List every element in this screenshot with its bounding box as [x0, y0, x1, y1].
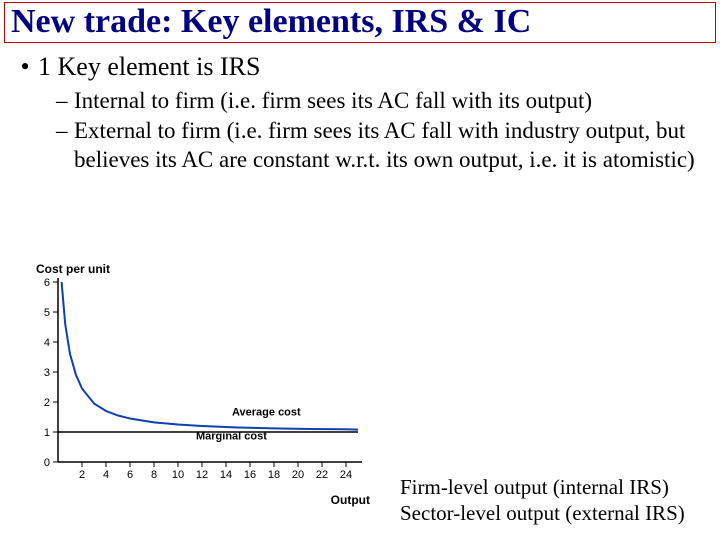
- chart-svg: 012345624681012141618202224Marginal cost…: [20, 264, 380, 492]
- content-area: • 1 Key element is IRS – Internal to fir…: [0, 43, 720, 174]
- bullet-item: • 1 Key element is IRS: [12, 51, 708, 82]
- svg-text:0: 0: [44, 457, 50, 469]
- svg-text:14: 14: [220, 469, 232, 481]
- chart-xlabel: Output: [331, 493, 370, 507]
- annotation-line-2: Sector-level output (external IRS): [400, 500, 685, 526]
- sub-item: – Internal to firm (i.e. firm sees its A…: [56, 87, 708, 116]
- chart-annotation: Firm-level output (internal IRS) Sector-…: [400, 474, 685, 527]
- svg-text:Marginal cost: Marginal cost: [196, 431, 267, 443]
- bullet-text: 1 Key element is IRS: [38, 51, 260, 82]
- svg-text:6: 6: [127, 469, 133, 481]
- svg-text:18: 18: [268, 469, 280, 481]
- svg-text:12: 12: [196, 469, 208, 481]
- svg-text:22: 22: [316, 469, 328, 481]
- svg-text:3: 3: [44, 367, 50, 379]
- sub-marker: –: [56, 87, 74, 115]
- sub-text-a: Internal to firm (i.e. firm sees its AC …: [74, 87, 592, 116]
- svg-text:10: 10: [172, 469, 184, 481]
- svg-text:1: 1: [44, 427, 50, 439]
- svg-text:4: 4: [103, 469, 109, 481]
- svg-text:20: 20: [292, 469, 304, 481]
- sub-item: – External to firm (i.e. firm sees its A…: [56, 117, 708, 175]
- svg-text:2: 2: [44, 397, 50, 409]
- svg-text:6: 6: [44, 277, 50, 289]
- svg-text:8: 8: [151, 469, 157, 481]
- svg-text:Average cost: Average cost: [232, 407, 301, 419]
- svg-text:24: 24: [340, 469, 352, 481]
- annotation-line-1: Firm-level output (internal IRS): [400, 474, 685, 500]
- svg-text:2: 2: [79, 469, 85, 481]
- sub-text-b: External to firm (i.e. firm sees its AC …: [74, 117, 708, 175]
- svg-text:4: 4: [44, 337, 50, 349]
- title-box: New trade: Key elements, IRS & IC: [4, 2, 716, 43]
- sub-list: – Internal to firm (i.e. firm sees its A…: [12, 87, 708, 175]
- bullet-marker: •: [12, 51, 38, 82]
- cost-chart: Cost per unit 01234562468101214161820222…: [20, 264, 380, 502]
- svg-text:16: 16: [244, 469, 256, 481]
- sub-marker: –: [56, 117, 74, 145]
- slide-title: New trade: Key elements, IRS & IC: [11, 3, 709, 40]
- svg-text:5: 5: [44, 307, 50, 319]
